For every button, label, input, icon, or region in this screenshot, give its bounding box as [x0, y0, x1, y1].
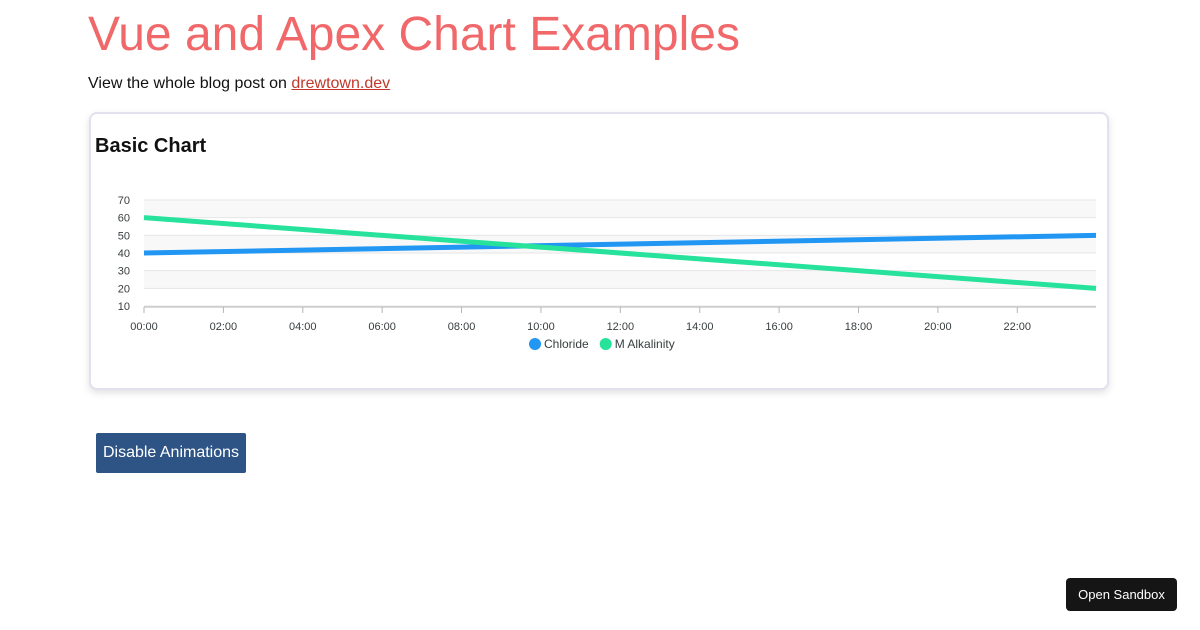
- x-tick-label: 18:00: [845, 321, 873, 333]
- grid-band: [144, 200, 1096, 218]
- x-tick-label: 06:00: [368, 321, 396, 333]
- chart-title: Basic Chart: [95, 135, 207, 157]
- x-tick-label: 14:00: [686, 321, 714, 333]
- y-tick-label: 50: [118, 230, 130, 242]
- page-title: Vue and Apex Chart Examples: [88, 8, 740, 61]
- y-tick-label: 70: [118, 195, 130, 207]
- chart-card: Basic Chart 10 20 30 40 50 60 70 00:00 02:00 04:0…: [89, 112, 1109, 390]
- legend-marker-chloride: [529, 338, 541, 350]
- intro-label: View the whole blog post on: [88, 75, 292, 92]
- legend-label-m-alkalinity: M Alkalinity: [615, 337, 675, 351]
- x-tick-label: 20:00: [924, 321, 952, 333]
- x-tick-label: 04:00: [289, 321, 317, 333]
- y-tick-label: 30: [118, 266, 130, 278]
- y-tick-label: 10: [118, 301, 130, 313]
- line-chart: 10 20 30 40 50 60 70 00:00 02:00 04:00 06:00 08:00 1…: [118, 195, 1097, 351]
- x-tick-label: 08:00: [448, 321, 476, 333]
- disable-animations-button[interactable]: Disable Animations: [96, 433, 246, 473]
- x-tick-label: 00:00: [130, 321, 158, 333]
- blog-post-link[interactable]: drewtown.dev: [291, 75, 391, 92]
- y-tick-label: 40: [118, 248, 130, 260]
- y-tick-label: 60: [118, 213, 130, 225]
- series-line-chloride: [143, 232, 1097, 256]
- x-tick-label: 22:00: [1004, 321, 1032, 333]
- x-tick-label: 12:00: [607, 321, 635, 333]
- intro-text: View the whole blog post on drewtown.dev: [88, 74, 390, 94]
- open-sandbox-button[interactable]: Open Sandbox: [1066, 578, 1177, 611]
- grid-band: [144, 270, 1096, 289]
- legend-label-chloride: Chloride: [544, 337, 589, 351]
- x-tick-label: 16:00: [765, 321, 793, 333]
- legend-marker-m-alkalinity: [599, 338, 612, 350]
- x-tick-label: 10:00: [527, 321, 555, 333]
- x-tick-label: 02:00: [210, 321, 238, 333]
- y-tick-label: 20: [118, 283, 130, 295]
- series-line-m-alkalinity: [143, 215, 1097, 291]
